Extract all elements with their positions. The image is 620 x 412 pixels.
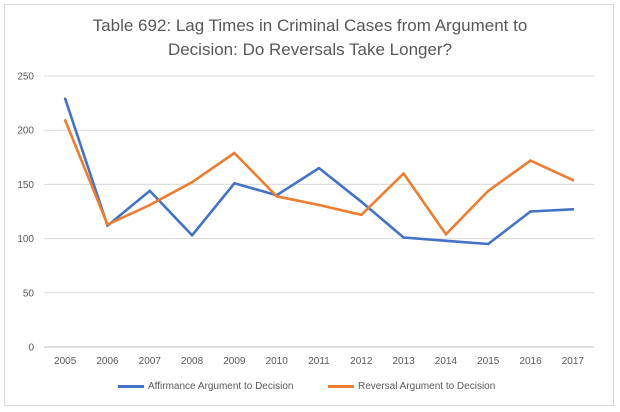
y-tick-label: 100 bbox=[17, 234, 34, 245]
legend-label: Affirmance Argument to Decision bbox=[148, 380, 294, 392]
data-point bbox=[402, 172, 405, 175]
data-point bbox=[444, 239, 448, 243]
data-point bbox=[317, 166, 321, 170]
x-tick-label: 2009 bbox=[223, 356, 246, 367]
data-point bbox=[360, 213, 363, 217]
data-point bbox=[529, 210, 532, 213]
legend-item: Reversal Argument to Decision bbox=[328, 378, 495, 394]
data-point bbox=[233, 151, 236, 155]
x-tick-label: 2007 bbox=[139, 356, 162, 367]
data-point bbox=[190, 234, 194, 237]
series-line-affirmance bbox=[63, 97, 575, 246]
y-tick-label: 150 bbox=[17, 180, 34, 191]
legend-label: Reversal Argument to Decision bbox=[358, 380, 496, 392]
x-tick-label: 2011 bbox=[308, 356, 330, 367]
data-point bbox=[571, 178, 575, 182]
x-tick-label: 2015 bbox=[477, 356, 500, 367]
legend-item: Affirmance Argument to Decision bbox=[118, 378, 293, 394]
y-tick-label: 50 bbox=[23, 288, 35, 299]
data-point bbox=[360, 200, 363, 204]
chart-title-line-1: Table 692: Lag Times in Criminal Cases f… bbox=[92, 16, 528, 35]
data-point bbox=[148, 189, 152, 193]
x-tick-label: 2014 bbox=[435, 356, 458, 367]
chart-legend: Affirmance Argument to Decision Reversal … bbox=[0, 378, 620, 394]
legend-swatch bbox=[118, 384, 144, 388]
data-point bbox=[233, 182, 236, 185]
data-point bbox=[444, 232, 448, 236]
data-point bbox=[275, 195, 278, 198]
x-tick-label: 2008 bbox=[181, 356, 204, 367]
x-tick-label: 2017 bbox=[562, 356, 585, 367]
data-point bbox=[106, 223, 109, 226]
x-tick-label: 2006 bbox=[96, 356, 119, 367]
data-point bbox=[63, 97, 67, 101]
legend-swatch bbox=[328, 384, 354, 388]
chart-frame bbox=[4, 4, 614, 406]
chart-title: Table 692: Lag Times in Criminal Cases f… bbox=[0, 14, 620, 62]
x-tick-label: 2013 bbox=[392, 356, 415, 367]
x-tick-label: 2005 bbox=[54, 356, 77, 367]
y-tick-label: 0 bbox=[28, 343, 34, 354]
series-line-reversal bbox=[63, 119, 575, 236]
data-point bbox=[317, 203, 321, 207]
data-point bbox=[148, 203, 152, 207]
data-point bbox=[486, 242, 490, 246]
data-point bbox=[529, 159, 532, 162]
x-tick-label: 2012 bbox=[350, 356, 373, 367]
data-point bbox=[63, 119, 67, 122]
x-tick-label: 2016 bbox=[519, 356, 542, 367]
y-tick-label: 200 bbox=[17, 126, 34, 137]
data-point bbox=[486, 189, 490, 193]
y-tick-label: 250 bbox=[17, 72, 34, 83]
x-tick-label: 2010 bbox=[266, 356, 289, 367]
chart-title-line-2: Decision: Do Reversals Take Longer? bbox=[167, 40, 453, 59]
data-point bbox=[571, 208, 575, 211]
data-point bbox=[402, 236, 405, 239]
data-point bbox=[190, 180, 194, 184]
